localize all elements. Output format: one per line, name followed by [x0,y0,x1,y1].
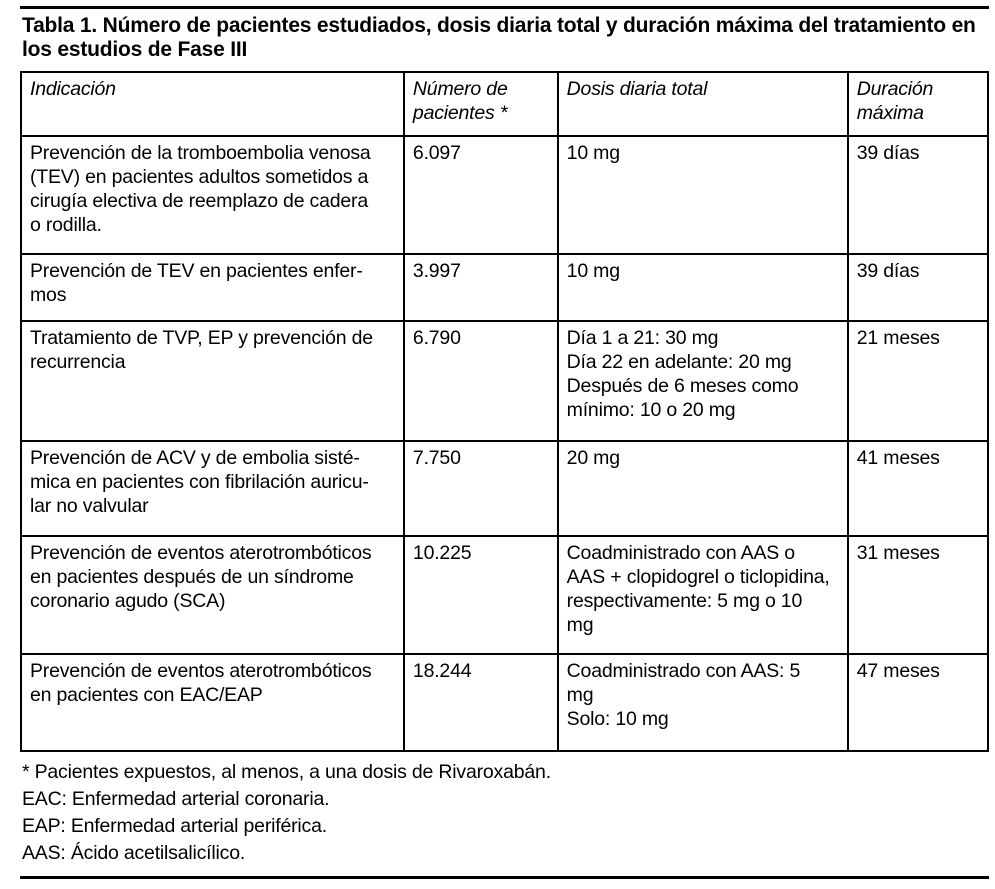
table-row: Prevención de TEV en pacientes enfer- mo… [20,253,990,322]
col-header-indicacion: Indicación [20,71,405,137]
cell-dose: 10 mg [556,253,849,322]
cell-dose: 10 mg [556,135,849,255]
table-row: Prevención de eventos aterotrombóticos e… [20,535,990,655]
cell-dose: Coadministrado con AAS o AAS + clopidogr… [556,535,849,655]
cell-dose: 20 mg [556,440,849,537]
table-header-row: Indicación Número de pacientes * Dosis d… [20,71,990,137]
table-row: Prevención de ACV y de embolia sisté- mi… [20,440,990,537]
cell-indication: Prevención de ACV y de embolia sisté- mi… [20,440,405,537]
cell-dose: Día 1 a 21: 30 mg Día 22 en adelante: 20… [556,320,849,442]
cell-duration: 31 meses [846,535,990,655]
cell-patients: 10.225 [402,535,559,655]
table-row: Prevención de la tromboembolia venosa (T… [20,135,990,255]
footnote-eac: EAC: Enfermedad arterial coronaria. [22,788,330,810]
table-title: Tabla 1. Número de pacientes estudiados,… [22,14,976,61]
cell-indication: Prevención de la tromboembolia venosa (T… [20,135,405,255]
cell-duration: 41 meses [846,440,990,537]
footnote-asterisk: * Pacientes expuestos, al menos, a una d… [22,761,551,783]
cell-patients: 6.097 [402,135,559,255]
table-row: Tratamiento de TVP, EP y prevención de r… [20,320,990,442]
cell-duration: 47 meses [846,653,990,752]
top-rule [20,6,989,9]
footnote-aas: AAS: Ácido acetilsalicílico. [22,842,246,864]
cell-patients: 3.997 [402,253,559,322]
cell-duration: 39 días [846,253,990,322]
cell-dose: Coadministrado con AAS: 5 mg Solo: 10 mg [556,653,849,752]
footnotes: * Pacientes expuestos, al menos, a una d… [22,759,989,867]
cell-indication: Prevención de eventos aterotrombóticos e… [20,653,405,752]
phase3-studies-table: Indicación Número de pacientes * Dosis d… [20,71,990,752]
cell-indication: Tratamiento de TVP, EP y prevención de r… [20,320,405,442]
table-row: Prevención de eventos aterotrombóticos e… [20,653,990,752]
footnote-eap: EAP: Enfermedad arterial periférica. [22,815,327,837]
cell-patients: 18.244 [402,653,559,752]
cell-indication: Prevención de eventos aterotrombóticos e… [20,535,405,655]
col-header-numero-pacientes: Número de pacientes * [402,71,559,137]
col-header-duracion-maxima: Duración máxima [846,71,990,137]
bottom-rule [20,876,989,879]
cell-indication: Prevención de TEV en pacientes enfer- mo… [20,253,405,322]
col-header-dosis-diaria: Dosis diaria total [556,71,849,137]
cell-duration: 21 meses [846,320,990,442]
cell-patients: 7.750 [402,440,559,537]
cell-patients: 6.790 [402,320,559,442]
cell-duration: 39 días [846,135,990,255]
